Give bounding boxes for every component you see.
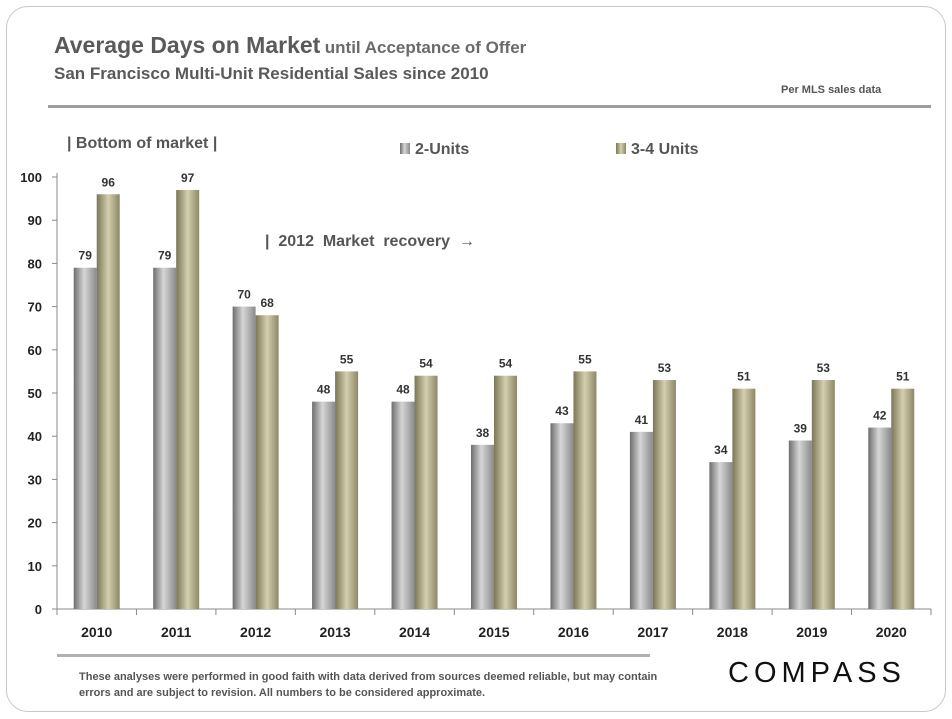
bar-2-units-2020 [868,427,892,609]
annotation-bottom-of-market: | Bottom of market | [67,135,217,152]
chart-title: Average Days on Market until Acceptance … [54,32,526,59]
bar-2-units-2015 [471,444,494,609]
x-tick-label: 2013 [320,624,351,640]
data-label-2-units-2016: 43 [555,404,569,418]
chart-title-suffix: until Acceptance of Offer [324,38,527,57]
data-label-2-units-2013: 48 [317,383,331,397]
x-tick-label: 2011 [161,624,192,640]
bar-2-units-2010 [73,267,97,609]
data-label-3-4-units-2011: 97 [181,171,195,185]
disclaimer-text: These analyses were performed in good fa… [79,671,658,699]
y-tick-label: 40 [28,429,42,444]
bar-3-4-units-2013 [335,371,359,609]
data-label-2-units-2015: 38 [476,426,490,440]
y-tick-label: 100 [20,170,42,185]
x-tick-label: 2016 [558,624,589,640]
bar-3-4-units-2014 [414,375,438,609]
legend-label-3-4-units: 3-4 Units [631,141,699,158]
bar-3-4-units-2020 [891,388,915,609]
compass-logo: COMPASS [728,657,906,689]
data-label-3-4-units-2016: 55 [578,352,592,366]
bar-3-4-units-2017 [652,380,676,609]
y-tick-label: 60 [28,343,42,358]
y-tick-label: 80 [28,256,42,271]
bar-2-units-2019 [788,440,812,609]
x-tick-label: 2019 [796,624,827,640]
y-tick-label: 30 [28,472,42,487]
bar-2-units-2013 [312,401,336,609]
bar-3-4-units-2011 [176,189,200,609]
y-tick-label: 0 [35,602,42,617]
bar-3-4-units-2010 [96,194,120,609]
data-label-3-4-units-2020: 51 [896,370,910,384]
bar-2-units-2018 [709,462,733,609]
x-tick-label: 2018 [717,624,748,640]
chart-title-main: Average Days on Market [54,32,321,58]
data-label-2-units-2011: 79 [158,249,172,263]
bar-2-units-2017 [629,431,653,609]
bar-2-units-2011 [153,267,177,609]
bar-2-units-2016 [550,423,574,609]
data-label-2-units-2010: 79 [79,249,93,263]
data-label-3-4-units-2017: 53 [658,361,672,375]
data-label-2-units-2020: 42 [873,409,887,423]
header-divider [48,105,931,108]
x-tick-label: 2017 [637,624,668,640]
annotation-market-recovery: | 2012 Market recovery → [265,233,475,250]
bar-3-4-units-2012 [255,315,279,609]
data-label-2-units-2014: 48 [396,383,410,397]
data-label-3-4-units-2015: 54 [499,357,513,371]
y-tick-label: 10 [28,559,42,574]
data-label-3-4-units-2018: 51 [737,370,751,384]
x-tick-label: 2010 [81,624,112,640]
x-tick-label: 2014 [399,624,430,640]
data-label-3-4-units-2012: 68 [260,296,274,310]
bar-2-units-2014 [391,401,415,609]
data-label-3-4-units-2019: 53 [817,361,831,375]
data-label-2-units-2018: 34 [714,443,728,457]
data-label-2-units-2012: 70 [237,288,251,302]
y-tick-label: 50 [28,386,42,401]
legend-swatch-3-4-units [616,143,626,154]
bar-3-4-units-2015 [494,375,517,609]
data-label-3-4-units-2014: 54 [419,357,433,371]
bar-3-4-units-2019 [811,380,835,609]
source-note: Per MLS sales data [781,84,882,96]
data-label-3-4-units-2010: 96 [102,175,116,189]
data-label-2-units-2017: 41 [635,413,649,427]
x-tick-label: 2020 [876,624,907,640]
bar-2-units-2012 [232,306,256,609]
bar-chart: 0 10 20 30 40 50 60 70 80 90 100 79 96 2010 79 97 2011 7… [20,135,932,640]
data-label-2-units-2019: 39 [794,422,808,436]
x-tick-label: 2015 [478,624,509,640]
y-tick-label: 90 [28,213,42,228]
y-tick-label: 20 [28,516,42,531]
footer-divider [57,654,650,657]
x-tick-label: 2012 [240,624,271,640]
data-label-3-4-units-2013: 55 [340,352,354,366]
legend-label-2-units: 2-Units [415,141,469,158]
bar-3-4-units-2016 [573,371,597,609]
bar-3-4-units-2018 [732,388,756,609]
chart-subtitle: San Francisco Multi-Unit Residential Sal… [54,64,489,83]
y-tick-label: 70 [28,300,42,315]
legend-swatch-2-units [400,143,410,154]
